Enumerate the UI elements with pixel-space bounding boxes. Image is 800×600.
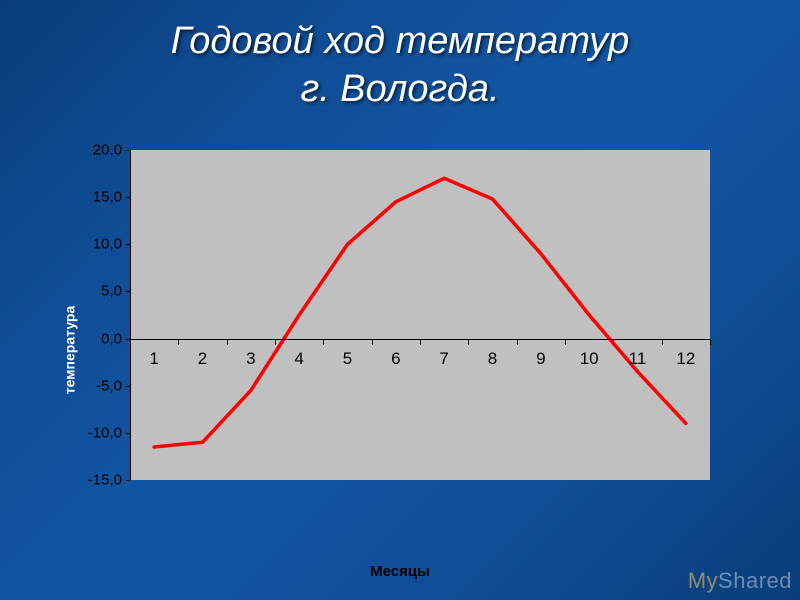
temperature-chart: температура 20,015,010,05,00,0-5,0-10,0-… [60,150,740,550]
plot-area: 20,015,010,05,00,0-5,0-10,0-15,012345678… [130,150,710,480]
y-tick-label: -15,0 [72,472,122,489]
x-tick-mark [372,339,373,345]
watermark: MyShared [688,568,792,594]
y-tick-label: -10,0 [72,424,122,441]
x-tick-label: 10 [580,349,599,369]
title-line-2: г. Вологда. [300,68,499,110]
x-tick-label: 1 [149,349,158,369]
y-tick-mark [126,480,130,481]
y-tick-label: 5,0 [72,283,122,300]
x-tick-label: 3 [246,349,255,369]
x-tick-mark [420,339,421,345]
x-tick-label: 12 [676,349,695,369]
line-series [130,150,710,480]
x-tick-mark [613,339,614,345]
x-tick-label: 6 [391,349,400,369]
x-tick-label: 11 [629,349,647,369]
x-tick-mark [178,339,179,345]
x-tick-mark [227,339,228,345]
y-axis-line [130,150,131,480]
watermark-shared: Shared [718,568,792,593]
y-tick-label: 20,0 [72,142,122,159]
title-line-1: Годовой ход температур [171,20,630,62]
x-tick-label: 8 [488,349,497,369]
x-tick-mark [710,339,711,345]
x-tick-mark [323,339,324,345]
x-tick-mark [565,339,566,345]
x-axis-label: Месяцы [370,563,430,580]
watermark-my: My [688,568,718,593]
y-tick-label: 10,0 [72,236,122,253]
x-tick-label: 2 [198,349,207,369]
x-tick-mark [517,339,518,345]
y-tick-label: 0,0 [72,330,122,347]
x-tick-label: 7 [439,349,448,369]
x-tick-label: 5 [343,349,352,369]
slide-title: Годовой ход температур г. Вологда. [0,0,800,113]
y-tick-label: -5,0 [72,377,122,394]
x-tick-mark [662,339,663,345]
y-tick-label: 15,0 [72,189,122,206]
x-tick-mark [275,339,276,345]
x-tick-label: 9 [536,349,545,369]
x-tick-label: 4 [294,349,303,369]
x-tick-mark [468,339,469,345]
x-tick-mark [130,339,131,345]
